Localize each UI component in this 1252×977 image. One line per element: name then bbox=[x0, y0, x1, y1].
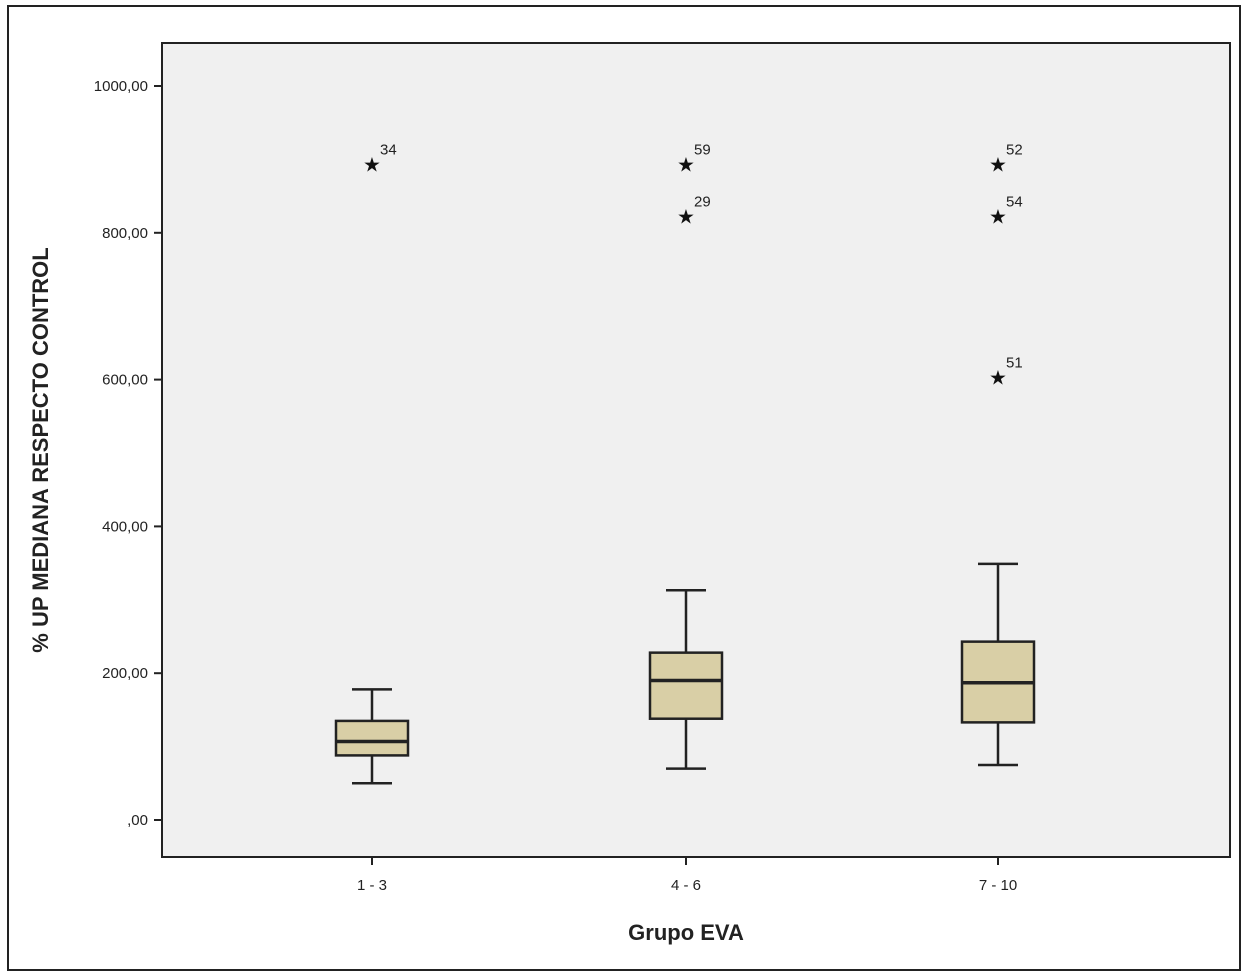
x-tick-label: 1 - 3 bbox=[357, 877, 387, 894]
outlier-label: 52 bbox=[1006, 142, 1023, 159]
iqr-box bbox=[648, 651, 724, 720]
x-tick-label: 4 - 6 bbox=[671, 877, 701, 894]
outlier-label: 59 bbox=[694, 142, 711, 159]
y-axis-title: % UP MEDIANA RESPECTO CONTROL bbox=[28, 247, 53, 652]
y-tick-label: 200,00 bbox=[102, 665, 148, 682]
box-group: ★59★29 bbox=[648, 142, 724, 770]
x-axis-title: Grupo EVA bbox=[628, 920, 744, 945]
y-tick-label: 1000,00 bbox=[94, 78, 148, 95]
outlier-star: ★ bbox=[677, 153, 695, 177]
x-tick-label: 7 - 10 bbox=[979, 877, 1017, 894]
box-group: ★52★54★51 bbox=[960, 142, 1036, 767]
iqr-box bbox=[334, 719, 410, 757]
y-axis: ,00 200,00 400,00 600,00 800,00 1000,00 bbox=[94, 78, 162, 829]
box-group: ★34 bbox=[334, 142, 410, 785]
y-tick-label: 400,00 bbox=[102, 518, 148, 535]
outlier-label: 29 bbox=[694, 194, 711, 211]
outlier-label: 51 bbox=[1006, 354, 1023, 371]
outlier-star: ★ bbox=[989, 365, 1007, 389]
boxes-layer: ★34★59★29★52★54★51 bbox=[334, 142, 1036, 785]
plot-area bbox=[161, 42, 1231, 858]
x-axis: 1 - 3 4 - 6 7 - 10 bbox=[357, 857, 1017, 894]
y-tick-label: 800,00 bbox=[102, 225, 148, 242]
outlier-label: 34 bbox=[380, 142, 397, 159]
outlier-star: ★ bbox=[989, 153, 1007, 177]
y-tick-label: 600,00 bbox=[102, 372, 148, 389]
y-tick-label: ,00 bbox=[127, 812, 148, 829]
outlier-label: 54 bbox=[1006, 194, 1023, 211]
outlier-star: ★ bbox=[989, 205, 1007, 229]
outlier-star: ★ bbox=[363, 153, 381, 177]
outlier-star: ★ bbox=[677, 205, 695, 229]
